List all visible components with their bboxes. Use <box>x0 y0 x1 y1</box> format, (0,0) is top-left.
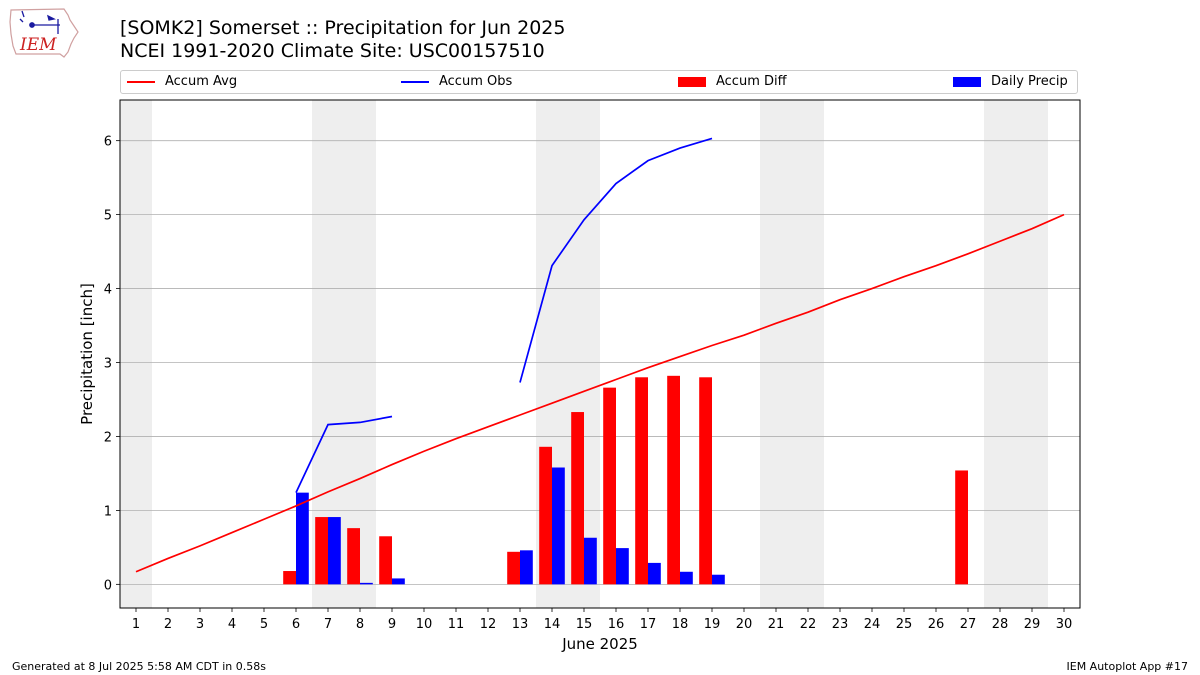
generated-timestamp: Generated at 8 Jul 2025 5:58 AM CDT in 0… <box>12 660 266 673</box>
x-tick-label-30: 30 <box>1056 617 1073 632</box>
bar-daily-precip-day-15 <box>584 537 597 585</box>
x-tick-label-28: 28 <box>992 617 1009 632</box>
plot-frame <box>119 99 1081 609</box>
x-tick-label-7: 7 <box>324 617 332 632</box>
bar-accum-diff-day-6 <box>283 571 296 585</box>
x-tick-label-15: 15 <box>576 617 593 632</box>
x-tick-label-29: 29 <box>1024 617 1041 632</box>
bar-accum-diff-day-27 <box>955 470 968 585</box>
legend-swatch-accum-obs <box>401 80 429 83</box>
chart-subtitle: NCEI 1991-2020 Climate Site: USC00157510 <box>120 40 545 62</box>
x-tick-label-17: 17 <box>640 617 657 632</box>
x-tick-label-24: 24 <box>864 617 881 632</box>
bar-daily-precip-day-13 <box>520 550 533 585</box>
y-tick-label-0: 0 <box>104 578 112 593</box>
weather-station-icon <box>19 10 60 34</box>
legend-label-accum-avg: Accum Avg <box>165 74 238 89</box>
y-tick-label-6: 6 <box>104 135 112 150</box>
bar-daily-precip-day-7 <box>328 517 341 585</box>
x-tick-label-26: 26 <box>928 617 945 632</box>
bar-accum-diff-day-18 <box>667 375 680 585</box>
x-tick-label-22: 22 <box>800 617 817 632</box>
y-tick-label-2: 2 <box>104 430 112 445</box>
iowa-outline-icon <box>9 8 79 58</box>
line-accum-obs-segment-0 <box>295 415 393 494</box>
y-tick-label-5: 5 <box>104 209 112 224</box>
x-tick-label-14: 14 <box>544 617 561 632</box>
bar-daily-precip-day-17 <box>648 562 661 585</box>
iem-logo-text: IEM <box>19 35 57 55</box>
x-tick-label-5: 5 <box>260 617 268 632</box>
x-tick-label-19: 19 <box>704 617 721 632</box>
legend-swatch-accum-avg <box>127 80 155 83</box>
x-tick-label-25: 25 <box>896 617 913 632</box>
bar-daily-precip-day-16 <box>616 548 629 585</box>
x-tick-label-27: 27 <box>960 617 977 632</box>
x-tick-label-10: 10 <box>416 617 433 632</box>
x-tick-label-13: 13 <box>512 617 529 632</box>
x-tick-label-23: 23 <box>832 617 849 632</box>
x-tick-label-11: 11 <box>448 617 465 632</box>
x-tick-label-20: 20 <box>736 617 753 632</box>
y-tick-label-3: 3 <box>104 357 112 372</box>
x-tick-label-21: 21 <box>768 617 785 632</box>
bar-accum-diff-day-8 <box>347 528 360 585</box>
legend-label-daily-precip: Daily Precip <box>991 74 1068 89</box>
iem-logo: IEM <box>9 8 79 58</box>
y-tick-label-4: 4 <box>104 283 112 298</box>
bar-daily-precip-day-18 <box>680 571 693 585</box>
x-tick-label-1: 1 <box>132 617 140 632</box>
legend-label-accum-diff: Accum Diff <box>716 74 787 89</box>
bar-daily-precip-day-6 <box>296 492 309 585</box>
x-tick-label-9: 9 <box>388 617 396 632</box>
bar-accum-diff-day-17 <box>635 377 648 585</box>
legend-item-accum-avg: Accum Avg <box>127 74 237 89</box>
bar-accum-diff-day-13 <box>507 551 520 585</box>
x-tick-label-16: 16 <box>608 617 625 632</box>
bar-accum-diff-day-7 <box>315 517 328 585</box>
y-tick-label-1: 1 <box>104 504 112 519</box>
bar-daily-precip-day-9 <box>392 578 405 585</box>
legend-item-daily-precip: Daily Precip <box>953 74 1068 89</box>
bar-accum-diff-day-14 <box>539 446 552 585</box>
x-tick-label-4: 4 <box>228 617 236 632</box>
x-tick-label-12: 12 <box>480 617 497 632</box>
legend-swatch-accum-diff <box>678 76 706 87</box>
bar-daily-precip-day-14 <box>552 467 565 585</box>
legend-item-accum-obs: Accum Obs <box>401 74 512 89</box>
x-tick-label-3: 3 <box>196 617 204 632</box>
legend-item-accum-diff: Accum Diff <box>678 74 787 89</box>
y-axis-label: Precipitation [inch] <box>78 283 96 425</box>
legend: Accum Avg Accum Obs Accum Diff Daily Pre… <box>120 70 1078 94</box>
shaded-band-4 <box>984 100 1048 608</box>
x-tick-label-18: 18 <box>672 617 689 632</box>
x-tick-label-6: 6 <box>292 617 300 632</box>
shaded-band-0 <box>120 100 152 608</box>
line-accum-obs-segment-1 <box>519 137 713 383</box>
x-axis-label: June 2025 <box>561 635 638 653</box>
x-tick-label-8: 8 <box>356 617 364 632</box>
bar-accum-diff-day-9 <box>379 536 392 585</box>
line-accum-avg <box>135 213 1065 573</box>
bar-daily-precip-day-8 <box>360 582 373 585</box>
bar-accum-diff-day-16 <box>603 387 616 585</box>
bar-accum-diff-day-15 <box>571 412 584 585</box>
x-tick-label-2: 2 <box>164 617 172 632</box>
bar-daily-precip-day-19 <box>712 574 725 585</box>
legend-label-accum-obs: Accum Obs <box>439 74 513 89</box>
app-credit: IEM Autoplot App #17 <box>1066 660 1189 673</box>
shaded-band-3 <box>760 100 824 608</box>
legend-swatch-daily-precip <box>953 76 981 87</box>
chart-title: [SOMK2] Somerset :: Precipitation for Ju… <box>120 17 566 39</box>
bar-accum-diff-day-19 <box>699 377 712 585</box>
